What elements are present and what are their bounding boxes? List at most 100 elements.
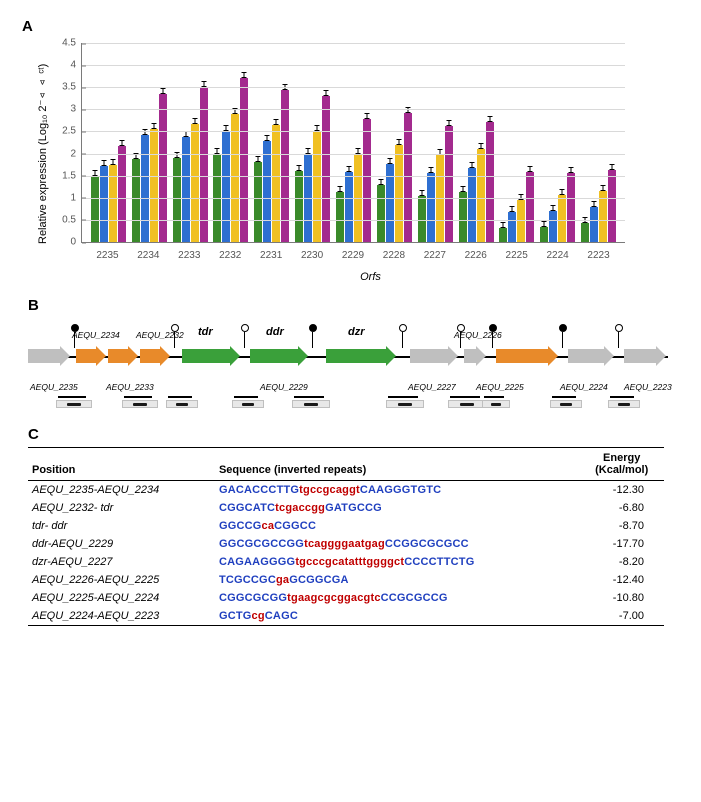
gene-arrow (326, 346, 396, 366)
error-bar (267, 135, 268, 141)
terminator-pin (562, 332, 563, 348)
bar-group (88, 43, 129, 242)
bar (254, 162, 262, 242)
bar (608, 170, 616, 242)
bar (377, 185, 385, 242)
amplicon-line (124, 396, 152, 398)
th-energy-l2: (Kcal/mol) (595, 464, 648, 476)
pin-filled-icon (71, 324, 79, 332)
gene-arrow (76, 346, 106, 366)
cell-energy: -8.20 (579, 553, 664, 571)
cell-position: AEQU_2224-AEQU_2223 (28, 607, 215, 626)
error-bar (489, 116, 490, 122)
cell-energy: -10.80 (579, 589, 664, 607)
error-bar (162, 88, 163, 94)
error-bar (603, 185, 604, 191)
error-bar (430, 167, 431, 173)
bar (540, 227, 548, 242)
cell-position: AEQU_2232- tdr (28, 499, 215, 517)
amplicon-line (58, 396, 86, 398)
cell-sequence: GGCGCGCCGGtcaggggaatgagCCGGCGCGCC (215, 535, 579, 553)
error-bar (103, 160, 104, 166)
bar-group (129, 43, 170, 242)
bar (118, 146, 126, 242)
amplicon-line (450, 396, 480, 398)
error-bar (112, 159, 113, 165)
pcr-label: AEQU_2229 (260, 382, 308, 392)
terminator-pin (74, 332, 75, 348)
panel-c: C Position Sequence (inverted repeats) E… (28, 426, 679, 626)
gene-label: AEQU_2234 (72, 330, 120, 340)
pin-filled-icon (309, 324, 317, 332)
x-tick: 2225 (496, 250, 537, 261)
bar (336, 192, 344, 242)
error-bar (339, 186, 340, 192)
gel-band (618, 403, 630, 406)
gel-band (460, 403, 474, 406)
table-row: dzr-AEQU_2227CAGAAGGGGtgcccgcatatttggggc… (28, 553, 664, 571)
y-tick: 4.5 (62, 38, 82, 49)
bar-group (537, 43, 578, 242)
error-bar (121, 140, 122, 146)
cell-energy: -12.30 (579, 481, 664, 500)
gene-arrow (140, 346, 170, 366)
gel-lane (608, 400, 640, 408)
y-tick: 2 (70, 148, 82, 159)
gel-lane (292, 400, 330, 408)
bar (272, 125, 280, 242)
gene-arrow (496, 346, 558, 366)
cell-energy: -17.70 (579, 535, 664, 553)
bar (200, 87, 208, 242)
gridline (82, 198, 625, 199)
cell-sequence: CGGCGCGGtgaagcgcggacgtcCCGCGCCG (215, 589, 579, 607)
pin-open-icon (399, 324, 407, 332)
gel-band (133, 403, 147, 406)
table-row: AEQU_2235-AEQU_2234GACACCCTTGtgccgcaggtC… (28, 481, 664, 500)
cell-position: ddr-AEQU_2229 (28, 535, 215, 553)
gene-track: AEQU_2234AEQU_2232tdrddrdzrAEQU_2226 (28, 318, 668, 380)
y-tick: 2.5 (62, 126, 82, 137)
bar-group (415, 43, 456, 242)
bar (222, 131, 230, 242)
amplicon-line (388, 396, 418, 398)
y-axis-title: Relative expression (Log₁₀ 2⁻ᐞᐞᶜᵗ) (32, 39, 49, 269)
pcr-label: AEQU_2235 (30, 382, 78, 392)
gene-arrow (250, 346, 308, 366)
terminator-pin (618, 332, 619, 348)
gene-arrow (568, 346, 614, 366)
gel-lane (448, 400, 486, 408)
gel-band (176, 403, 188, 406)
y-tick: 3.5 (62, 82, 82, 93)
gridline (82, 220, 625, 221)
gel-band (398, 403, 412, 406)
error-bar (366, 113, 367, 119)
gel-lane (166, 400, 198, 408)
th-sequence: Sequence (inverted repeats) (215, 448, 579, 481)
error-bar (571, 167, 572, 173)
error-bar (480, 143, 481, 149)
pin-open-icon (171, 324, 179, 332)
pin-open-icon (241, 324, 249, 332)
xtick-row: 2235223422332232223122302229222822272226… (81, 250, 625, 261)
bar-group (456, 43, 497, 242)
pin-open-icon (457, 324, 465, 332)
gridline (82, 65, 625, 66)
cell-energy: -12.40 (579, 571, 664, 589)
gene-arrow (108, 346, 138, 366)
gene-arrow (624, 346, 666, 366)
bar-chart: 00.511.522.533.544.5 2235223422332232223… (49, 39, 629, 269)
cell-position: dzr-AEQU_2227 (28, 553, 215, 571)
bar (590, 207, 598, 242)
bar (477, 149, 485, 242)
pcr-label: AEQU_2224 (560, 382, 608, 392)
gel-band (67, 403, 81, 406)
bar-group (170, 43, 211, 242)
error-bar (389, 158, 390, 164)
bar (517, 200, 525, 242)
bar (182, 137, 190, 242)
y-tick: 3 (70, 104, 82, 115)
gel-lane (386, 400, 424, 408)
gridline (82, 87, 625, 88)
gene-arrow (464, 346, 486, 366)
x-tick: 2229 (333, 250, 374, 261)
